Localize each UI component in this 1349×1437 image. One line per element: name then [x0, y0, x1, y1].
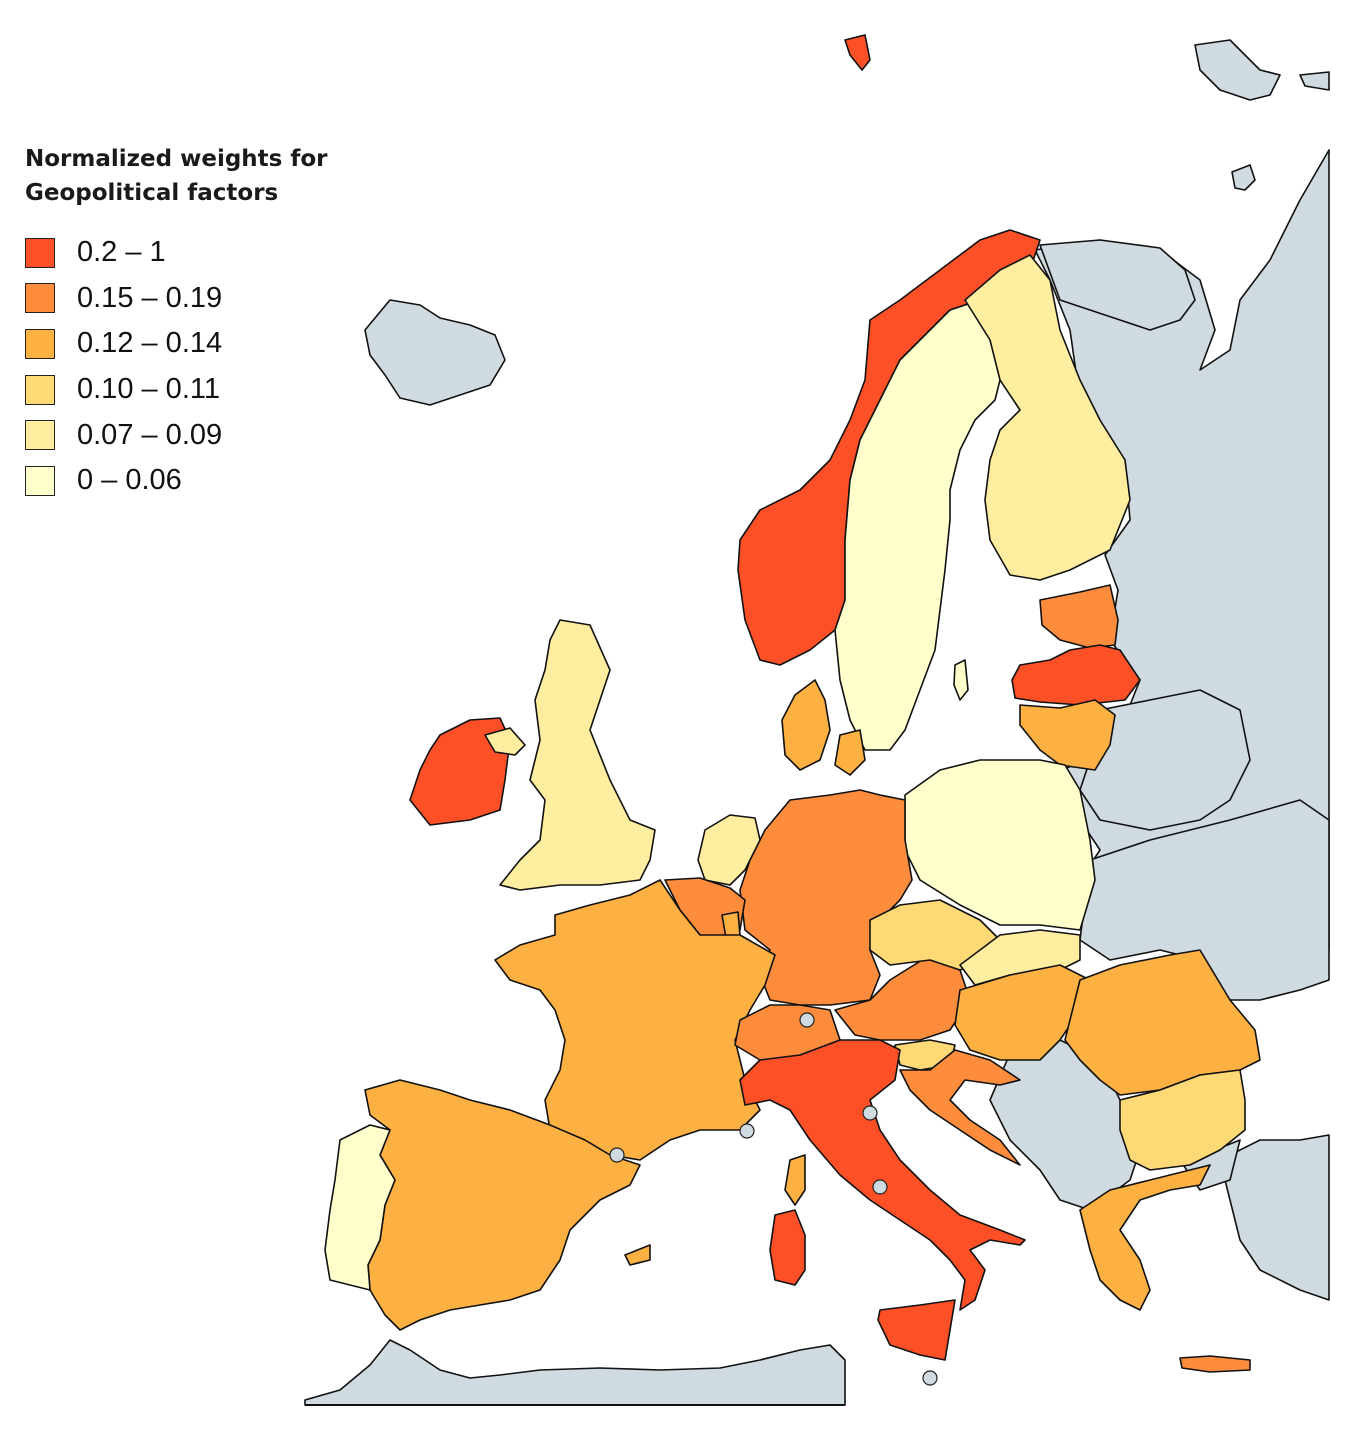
legend-item: 0.2 – 1 — [25, 230, 328, 276]
legend-item: 0.07 – 0.09 — [25, 412, 328, 458]
country-bulgaria — [1119, 1069, 1246, 1171]
legend-swatch — [25, 420, 55, 451]
point-markers — [609, 1012, 938, 1386]
land-novaya-small — [1299, 71, 1330, 91]
legend-swatch — [25, 465, 55, 496]
legend-label: 0.2 – 1 — [77, 236, 166, 269]
legend-title-line2: Geopolitical factors — [25, 180, 279, 206]
country-norway-svalbard — [844, 34, 871, 71]
country-sweden-gotland — [953, 659, 969, 701]
land-north-africa — [304, 1339, 846, 1406]
land-kola — [1039, 239, 1196, 331]
legend-label: 0.15 – 0.19 — [77, 281, 223, 314]
country-estonia — [1039, 584, 1119, 649]
land-ukraine — [1079, 799, 1330, 1001]
country-hungary — [954, 964, 1091, 1061]
land-island-white-sea — [1231, 164, 1256, 191]
legend-swatch — [25, 237, 55, 268]
legend-item: 0.10 – 0.11 — [25, 367, 328, 413]
land-svalbard-east — [1194, 39, 1281, 101]
point-marker — [609, 1147, 625, 1163]
legend-item: 0.15 – 0.19 — [25, 276, 328, 322]
country-luxembourg — [721, 911, 741, 939]
country-latvia — [1011, 644, 1141, 706]
legend-label: 0.12 – 0.14 — [77, 327, 223, 360]
country-netherlands — [697, 814, 761, 886]
land-iceland — [364, 299, 506, 406]
point-marker — [862, 1105, 878, 1121]
legend-title: Normalized weights for Geopolitical fact… — [25, 142, 328, 210]
point-marker — [922, 1370, 938, 1386]
country-italy — [739, 1039, 1026, 1311]
country-france — [494, 879, 776, 1161]
legend-swatch — [25, 328, 55, 359]
legend-title-line1: Normalized weights for — [25, 146, 328, 172]
country-france-corsica — [784, 1154, 806, 1206]
legend-label: 0.07 – 0.09 — [77, 418, 223, 451]
country-lithuania — [1019, 699, 1116, 771]
point-marker — [799, 1012, 815, 1028]
land-turkey — [1219, 1134, 1330, 1301]
country-denmark — [781, 679, 831, 771]
point-marker — [872, 1179, 888, 1195]
country-italy-sicily — [877, 1299, 956, 1361]
study-countries — [324, 34, 1261, 1373]
country-uk — [499, 619, 656, 891]
country-croatia — [899, 1049, 1021, 1166]
country-italy-sardinia — [769, 1209, 806, 1286]
legend-item: 0 – 0.06 — [25, 458, 328, 504]
country-denmark-islands — [834, 729, 866, 776]
legend-swatch — [25, 374, 55, 405]
point-marker — [739, 1123, 755, 1139]
country-ireland — [409, 717, 511, 826]
non-study-land — [304, 39, 1330, 1406]
map-legend: Normalized weights for Geopolitical fact… — [25, 142, 328, 504]
legend-label: 0.10 – 0.11 — [77, 373, 220, 406]
legend-label: 0 – 0.06 — [77, 464, 182, 497]
country-uk-ni — [484, 727, 526, 756]
country-poland — [904, 759, 1096, 931]
country-greece-crete — [1179, 1355, 1251, 1373]
legend-items: 0.2 – 1 0.15 – 0.19 0.12 – 0.14 0.10 – 0.11… — [25, 230, 328, 504]
country-spain-baleares — [624, 1244, 651, 1266]
land-belarus — [1079, 689, 1251, 831]
country-finland — [964, 254, 1131, 581]
legend-swatch — [25, 283, 55, 314]
country-sweden — [834, 299, 1001, 751]
legend-item: 0.12 – 0.14 — [25, 321, 328, 367]
country-greece — [1079, 1164, 1211, 1311]
country-portugal — [324, 1124, 396, 1291]
